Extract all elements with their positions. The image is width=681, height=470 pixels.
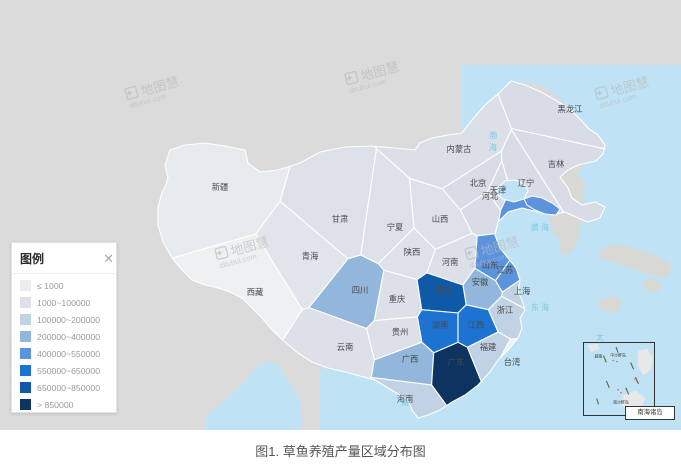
svg-text:新疆: 新疆 <box>212 182 229 192</box>
svg-text:湖南: 湖南 <box>432 320 449 330</box>
svg-text:南沙群岛: 南沙群岛 <box>613 399 629 404</box>
svg-text:云南: 云南 <box>337 342 354 352</box>
svg-text:重庆: 重庆 <box>389 294 406 304</box>
svg-text:内蒙古: 内蒙古 <box>447 144 472 154</box>
svg-text:台湾: 台湾 <box>504 357 521 367</box>
svg-text:黑龙江: 黑龙江 <box>558 104 583 114</box>
svg-text:广东: 广东 <box>448 357 465 367</box>
svg-text:辽宁: 辽宁 <box>518 178 535 188</box>
svg-text:陕西: 陕西 <box>404 247 421 257</box>
svg-text:四川: 四川 <box>352 285 369 295</box>
svg-text:青海: 青海 <box>302 251 319 261</box>
svg-text:太: 太 <box>596 332 604 342</box>
svg-text:南: 南 <box>401 397 409 407</box>
svg-text:西藏: 西藏 <box>247 287 264 297</box>
svg-text:黄 海: 黄 海 <box>531 222 549 232</box>
svg-text:福建: 福建 <box>480 342 497 352</box>
svg-text:宁夏: 宁夏 <box>387 222 404 232</box>
svg-text:浙江: 浙江 <box>497 305 514 315</box>
svg-text:湖北: 湖北 <box>435 285 452 295</box>
svg-text:广西: 广西 <box>402 354 419 364</box>
svg-text:渤: 渤 <box>489 130 497 140</box>
svg-text:北京: 北京 <box>470 178 487 188</box>
svg-text:中沙群岛: 中沙群岛 <box>610 353 626 358</box>
svg-text:江西: 江西 <box>468 320 485 330</box>
svg-text:安徽: 安徽 <box>472 277 489 287</box>
svg-text:上海: 上海 <box>514 286 531 296</box>
svg-text:越南: 越南 <box>595 354 603 359</box>
svg-text:天津: 天津 <box>490 185 507 195</box>
svg-text:吉林: 吉林 <box>548 159 565 169</box>
svg-text:东 海: 东 海 <box>531 302 549 312</box>
svg-text:河南: 河南 <box>442 257 459 267</box>
svg-text:贵州: 贵州 <box>392 327 409 337</box>
svg-text:甘肃: 甘肃 <box>332 214 349 224</box>
svg-text:山西: 山西 <box>432 214 449 224</box>
svg-text:海: 海 <box>489 142 497 152</box>
svg-text:江苏: 江苏 <box>497 265 514 275</box>
